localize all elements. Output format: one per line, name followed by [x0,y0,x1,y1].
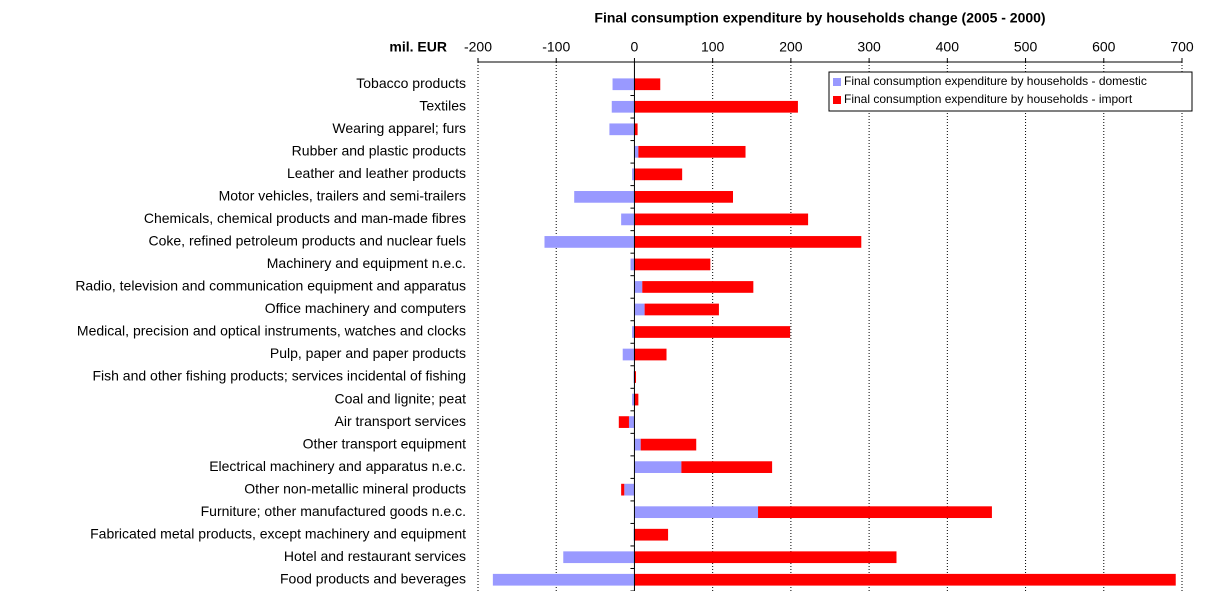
x-tick-label: 100 [701,39,725,55]
bar [544,236,635,248]
bar [634,123,638,136]
x-tick-label: -200 [464,39,492,55]
y-tick-label: Tobacco products [356,75,466,91]
bar [622,348,635,361]
legend-swatch [833,96,841,104]
y-tick-label: Coal and lignite; peat [334,390,466,406]
bar [618,416,629,428]
y-tick-label: Wearing apparel; furs [332,120,466,136]
bar [634,145,639,158]
bar [634,506,759,519]
bar [644,303,719,316]
bar [574,191,635,203]
legend-swatch [833,78,841,86]
bar [634,303,645,316]
bar [492,573,635,586]
bar [634,371,637,383]
bar [634,100,798,113]
y-tick-label: Other non-metallic mineral products [244,480,466,496]
y-tick-label: Rubber and plastic products [292,143,466,159]
bar [634,236,862,248]
bar [634,528,669,541]
y-tick-label: Chemicals, chemical products and man-mad… [144,210,466,226]
y-tick-label: Furniture; other manufactured goods n.e.… [201,503,466,519]
legend-label: Final consumption expenditure by househo… [844,92,1133,106]
bar [563,551,635,564]
x-tick-label: 200 [779,39,803,55]
y-tick-label: Other transport equipment [303,435,467,451]
bar [634,191,734,203]
bar [609,123,635,136]
y-tick-label: Fish and other fishing products; service… [92,368,466,384]
bar [634,573,1176,586]
y-tick-label: Textiles [419,97,466,113]
legend-label: Final consumption expenditure by househo… [844,74,1147,88]
bar [632,393,635,406]
bar [640,438,697,451]
x-tick-label: -100 [542,39,570,55]
bar [630,258,635,271]
unit-label: mil. EUR [389,39,447,55]
x-tick-label: 600 [1092,39,1116,55]
y-tick-label: Pulp, paper and paper products [270,345,466,361]
bar [621,213,635,226]
bar [634,281,643,293]
y-tick-label: Machinery and equipment n.e.c. [267,255,466,271]
bar [634,78,661,91]
y-tick-label: Air transport services [335,413,466,429]
y-tick-label: Fabricated metal products, except machin… [90,525,466,541]
y-tick-label: Office machinery and computers [265,300,466,316]
bar [642,281,754,293]
bar [634,393,639,406]
chart-title: Final consumption expenditure by househo… [594,10,1045,26]
x-tick-label: 400 [936,39,960,55]
bar [634,438,641,451]
bar [634,213,809,226]
bar [632,326,635,338]
bar [638,145,746,158]
y-tick-label: Electrical machinery and apparatus n.e.c… [209,458,466,474]
y-tick-label: Medical, precision and optical instrumen… [77,323,466,339]
bar [758,506,992,519]
bar [632,168,635,181]
bar [634,461,682,473]
legend-box [828,71,1193,112]
x-tick-label: 700 [1170,39,1194,55]
y-tick-label: Food products and beverages [280,570,466,586]
x-tick-label: 0 [631,39,639,55]
y-tick-label: Leather and leather products [287,165,466,181]
bar [681,461,773,473]
bar [634,348,667,361]
bar [624,483,635,496]
bar [621,483,625,496]
y-tick-label: Motor vehicles, trailers and semi-traile… [219,188,466,204]
bar [612,78,635,91]
x-tick-label: 300 [857,39,881,55]
y-tick-label: Coke, refined petroleum products and nuc… [148,233,466,249]
x-tick-label: 500 [1014,39,1038,55]
bar [634,551,897,564]
bar [634,258,711,271]
bar [628,416,635,428]
y-tick-label: Hotel and restaurant services [284,548,466,564]
bar [611,100,635,113]
y-tick-label: Radio, television and communication equi… [75,278,466,294]
bar [634,326,791,338]
bar [634,168,683,181]
